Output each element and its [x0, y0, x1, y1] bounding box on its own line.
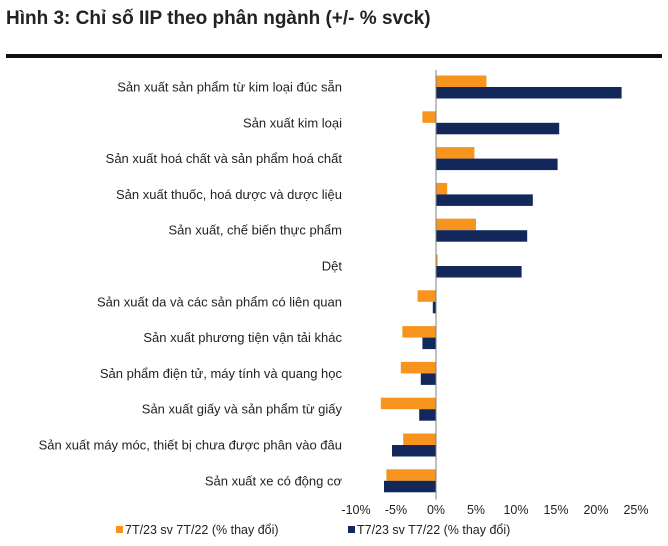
bar-series1-7 — [402, 326, 436, 338]
tick-labels-layer: -10% -5% 0% 5% 10% 15% 20% 25% — [341, 503, 648, 517]
legend-label-series2: T7/23 sv T7/22 (% thay đổi) — [357, 523, 510, 537]
bar-series2-0 — [436, 87, 622, 99]
category-label: Sản xuất kim loại — [243, 115, 342, 130]
bar-series1-9 — [380, 397, 436, 410]
bar-series1-8 — [400, 361, 436, 374]
title-divider — [6, 54, 662, 58]
chart-title: Hình 3: Chỉ số IIP theo phân ngành (+/- … — [6, 8, 431, 29]
bar-series2-10 — [392, 445, 436, 457]
category-label: Sản xuất, chế biến thực phẩm — [169, 223, 342, 238]
category-label: Sản xuất da và các sản phẩm có liên quan — [97, 294, 342, 309]
x-tick-label: 25% — [623, 503, 648, 517]
category-label: Sản xuất giấy và sản phẩm từ giấy — [142, 402, 343, 417]
bar-series1-11 — [386, 469, 436, 481]
x-tick-label: 5% — [467, 503, 485, 517]
bar-series1-0 — [436, 75, 487, 87]
x-tick-label: 10% — [503, 503, 528, 517]
bar-series2-8 — [420, 373, 436, 385]
bar-series1-2 — [436, 147, 475, 159]
bar-series2-7 — [422, 337, 436, 350]
bar-series2-1 — [436, 122, 560, 135]
category-label: Sản phẩm điện tử, máy tính và quang học — [100, 366, 343, 381]
x-tick-label: 0% — [427, 503, 445, 517]
x-tick-label: -10% — [341, 503, 370, 517]
category-labels-layer: Sản xuất sản phẩm từ kim loại đúc sẵn Sản… — [39, 80, 343, 489]
x-tick-label: 15% — [543, 503, 568, 517]
bar-series1-6 — [417, 290, 436, 302]
bar-series1-5 — [436, 254, 438, 266]
category-label: Sản xuất hoá chất và sản phẩm hoá chất — [106, 151, 343, 166]
bar-series1-10 — [403, 433, 436, 445]
legend-swatch-series2 — [348, 526, 355, 533]
bar-series2-11 — [384, 480, 436, 493]
bar-series2-3 — [436, 194, 533, 206]
legend-swatch-series1 — [116, 526, 123, 533]
bar-series2-5 — [436, 266, 522, 278]
category-label: Sản xuất thuốc, hoá dược và dược liệu — [116, 187, 342, 202]
legend: 7T/23 sv 7T/22 (% thay đổi) T7/23 sv T7/2… — [116, 523, 510, 537]
bar-series1-1 — [422, 111, 436, 123]
bar-series2-4 — [436, 230, 528, 242]
x-tick-label: -5% — [385, 503, 407, 517]
bar-series2-6 — [432, 301, 436, 314]
category-label: Sản xuất xe có động cơ — [205, 473, 343, 488]
bar-series2-9 — [419, 409, 436, 421]
category-label: Dệt — [322, 259, 343, 274]
bars-layer — [380, 75, 622, 493]
bar-series2-2 — [436, 158, 558, 171]
legend-label-series1: 7T/23 sv 7T/22 (% thay đổi) — [125, 523, 279, 537]
category-label: Sản xuất sản phẩm từ kim loại đúc sẵn — [117, 80, 342, 95]
bar-series1-4 — [436, 218, 476, 231]
x-tick-label: 20% — [583, 503, 608, 517]
category-label: Sản xuất máy móc, thiết bị chưa được phâ… — [39, 438, 342, 453]
bar-series1-3 — [436, 182, 448, 195]
category-label: Sản xuất phương tiện vận tải khác — [143, 330, 342, 345]
